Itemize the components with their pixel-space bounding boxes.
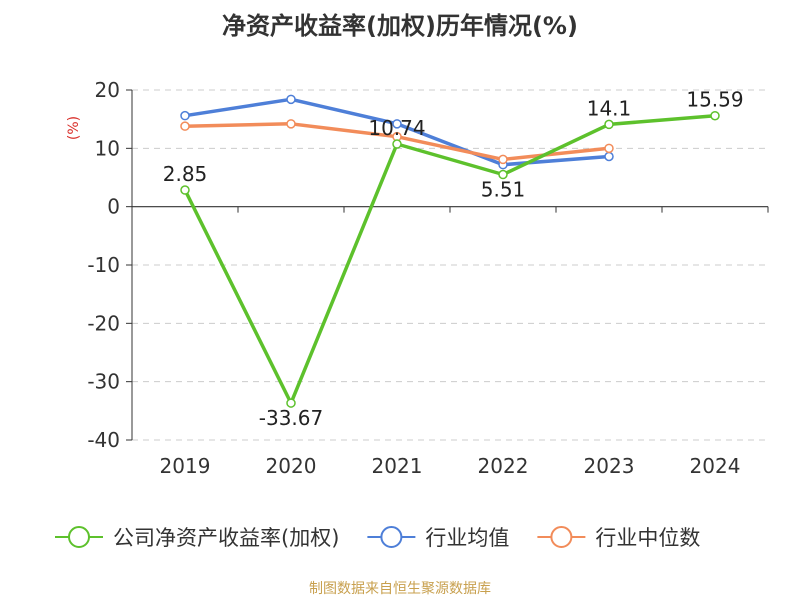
x-tick-label: 2023 <box>584 454 635 478</box>
data-point <box>286 119 296 129</box>
legend-marker <box>550 526 573 548</box>
data-label: 5.51 <box>481 178 526 202</box>
data-point <box>392 119 402 129</box>
y-tick-label: -30 <box>87 370 120 394</box>
data-point <box>180 185 190 195</box>
y-tick-label: -20 <box>87 311 120 335</box>
data-point <box>286 398 296 408</box>
x-tick-label: 2020 <box>266 454 317 478</box>
y-tick-label: 20 <box>95 78 120 102</box>
data-point <box>604 151 614 162</box>
data-label: 15.59 <box>686 88 743 112</box>
y-axis-label: (%) <box>66 116 82 140</box>
grid-lines <box>132 89 768 441</box>
y-tick-label: 0 <box>107 195 120 219</box>
data-point <box>498 154 508 165</box>
series-lines <box>180 94 720 408</box>
data-point <box>180 121 190 131</box>
x-tick-label: 2024 <box>690 454 741 478</box>
x-tick-label: 2022 <box>478 454 529 478</box>
series-line <box>183 113 716 405</box>
data-label: 2.85 <box>163 162 208 186</box>
data-point <box>710 110 720 121</box>
x-tick-label: 2019 <box>160 454 211 478</box>
y-tick-label: -40 <box>87 428 120 452</box>
legend-label: 公司净资产收益率(加权) <box>113 526 339 550</box>
data-label: 14.1 <box>587 96 632 120</box>
data-point <box>604 143 614 154</box>
data-labels: 2.85 -33.67 10.74 5.51 14.1 15.59 <box>163 88 744 430</box>
data-point <box>498 169 508 180</box>
source-note: 制图数据来自恒生聚源数据库 <box>309 581 491 597</box>
data-point <box>604 119 614 130</box>
y-tick-label: -10 <box>87 253 120 277</box>
chart-title: 净资产收益率(加权)历年情况(%) <box>222 12 578 40</box>
legend-marker <box>68 526 90 548</box>
legend-marker <box>380 526 403 548</box>
axes: 20 10 0 -10 -20 -30 -40 2019 2020 2021 2022 2023 202… <box>66 78 769 478</box>
x-tick-label: 2021 <box>372 454 423 478</box>
data-point <box>286 94 296 105</box>
data-label: 10.74 <box>368 116 425 140</box>
legend-label: 行业均值 <box>425 526 509 550</box>
data-point <box>392 139 402 149</box>
data-label: -33.67 <box>259 406 323 430</box>
data-point <box>180 110 190 121</box>
y-tick-label: 10 <box>95 136 120 160</box>
legend-label: 行业中位数 <box>595 526 700 550</box>
legend: 公司净资产收益率(加权) 行业均值 行业中位数 <box>55 526 700 550</box>
